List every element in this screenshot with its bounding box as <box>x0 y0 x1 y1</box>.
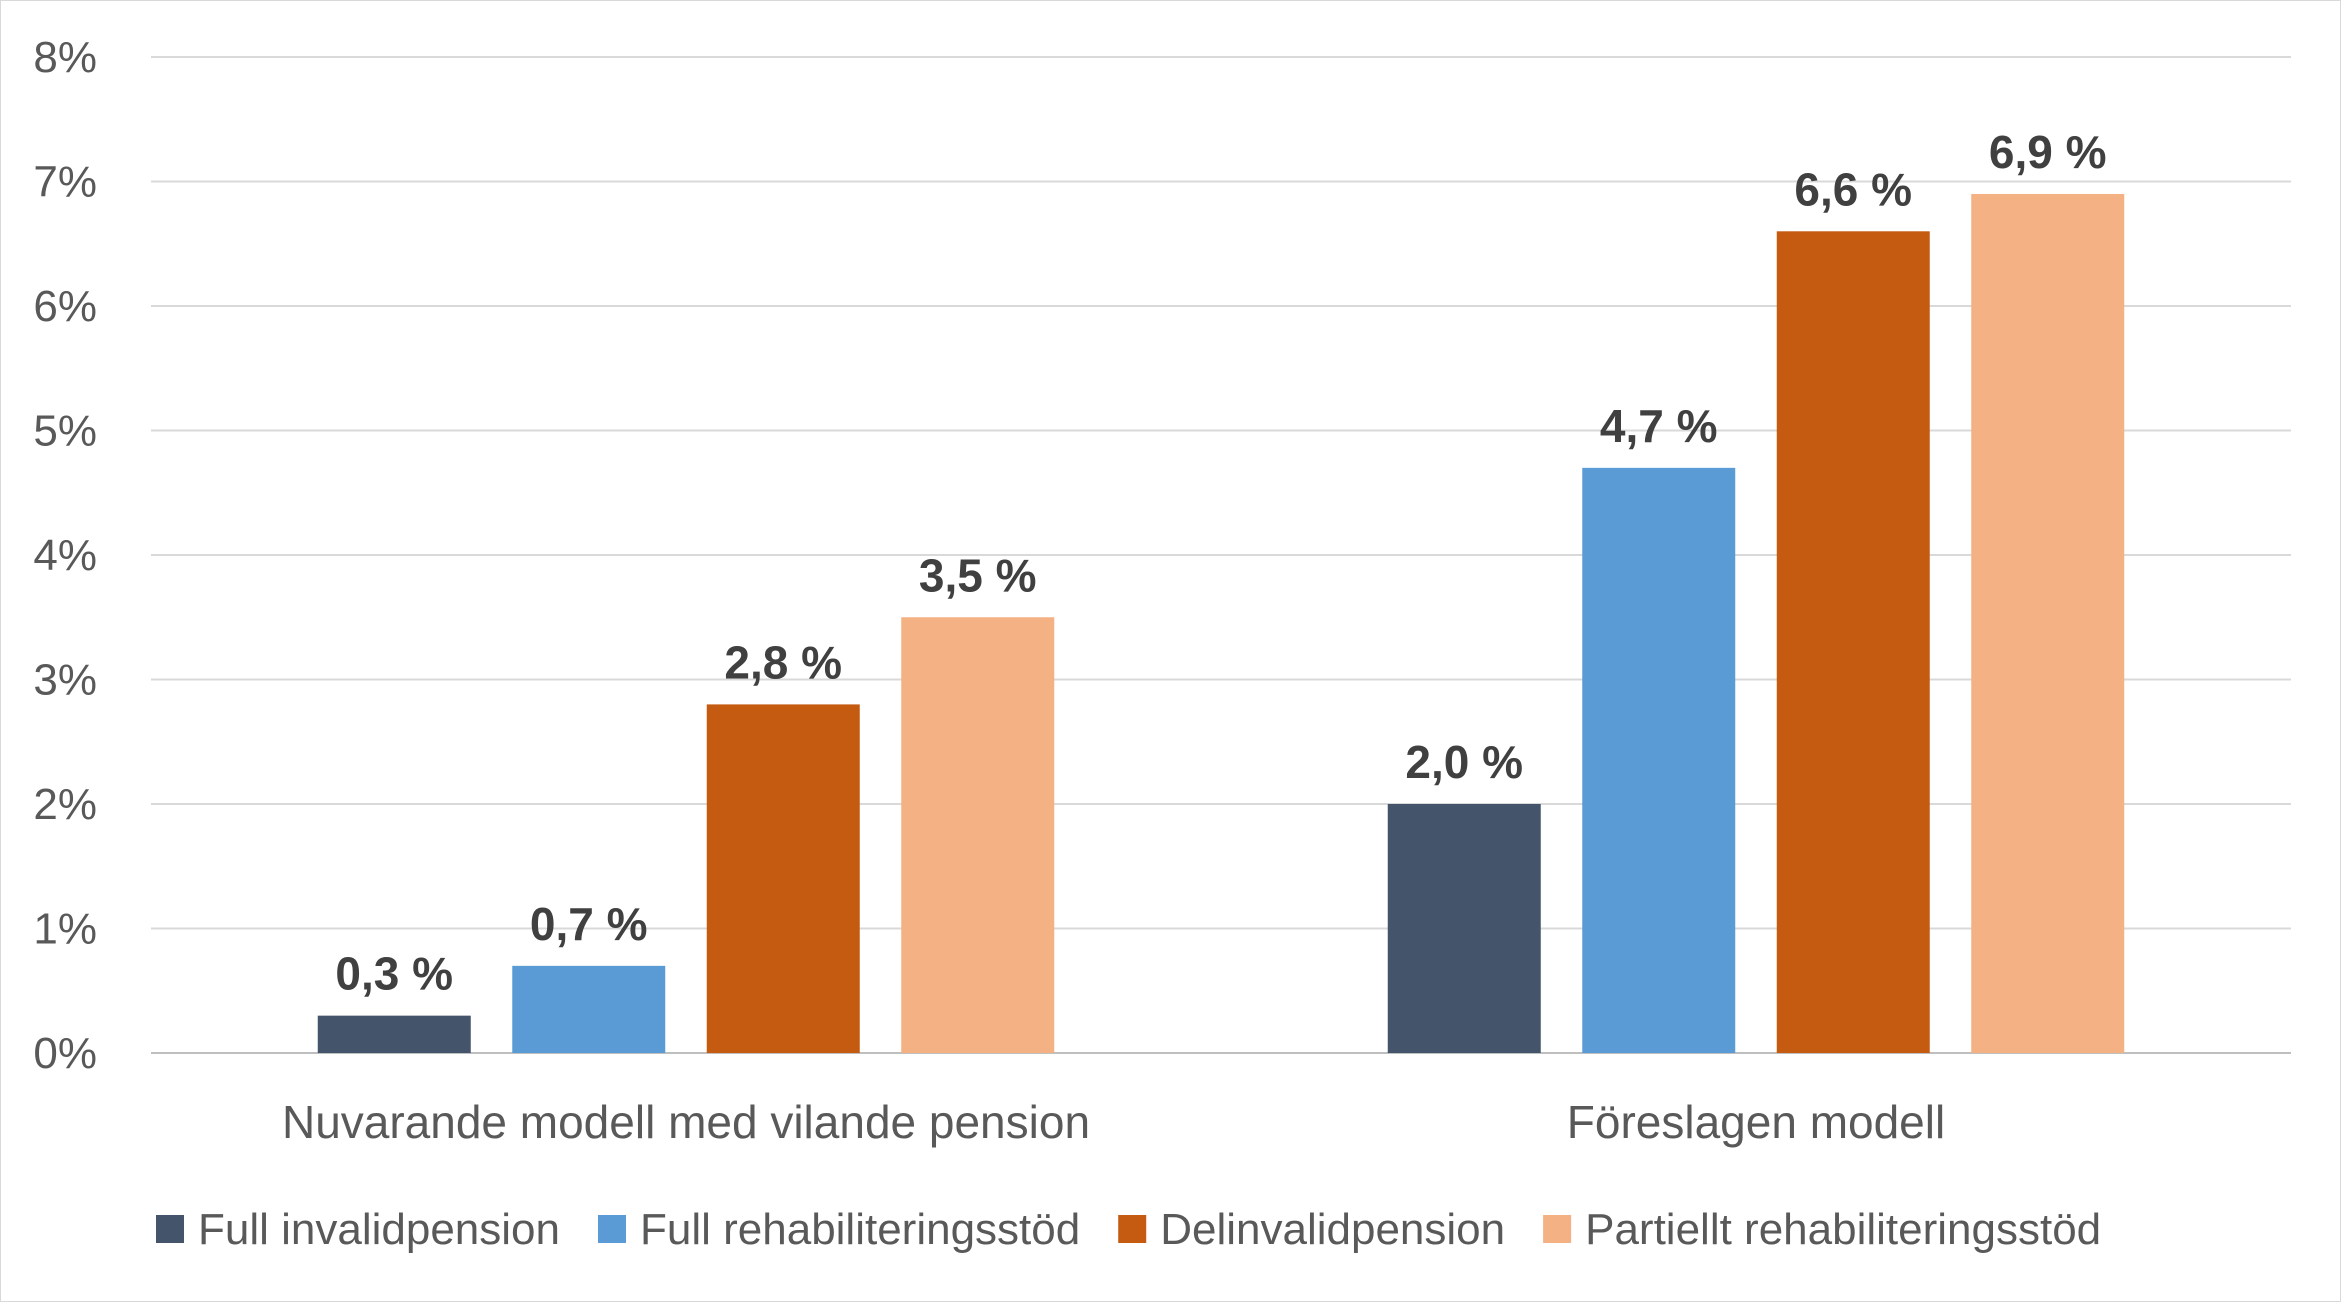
y-axis-ticks: 0% 1% 2% 3% 4% 5% 6% 7% 8% <box>33 33 97 1078</box>
legend-label: Delinvalidpension <box>1160 1205 1505 1254</box>
bar <box>1582 467 1736 1054</box>
legend-item: Delinvalidpension <box>1118 1205 1505 1254</box>
bar <box>1776 231 1930 1054</box>
legend-label: Partiellt rehabiliteringsstöd <box>1585 1205 2101 1254</box>
y-tick-label: 8% <box>33 33 97 82</box>
y-tick-label: 5% <box>33 407 97 456</box>
data-label: 6,6 % <box>1794 163 1912 215</box>
legend-swatch <box>1118 1215 1147 1243</box>
bar <box>317 1015 471 1053</box>
bar <box>512 965 666 1053</box>
bar <box>1971 193 2125 1053</box>
bar <box>1387 804 1541 1053</box>
bar <box>901 617 1055 1053</box>
legend-item: Full invalidpension <box>156 1205 560 1254</box>
data-label: 2,0 % <box>1405 736 1523 788</box>
x-category-label: Nuvarande modell med vilande pension <box>282 1096 1090 1148</box>
y-tick-label: 3% <box>33 656 97 705</box>
legend-swatch <box>598 1215 626 1243</box>
legend-label: Full invalidpension <box>198 1205 560 1254</box>
legend-swatch <box>1543 1215 1572 1243</box>
legend-swatch <box>156 1215 184 1243</box>
data-label: 0,7 % <box>530 898 648 950</box>
data-labels: 0,3 % 0,7 % 2,8 % 3,5 % 2,0 % 4,7 % 6,6 % 6,9 % <box>335 126 2106 1000</box>
gridlines <box>151 56 2291 1054</box>
legend-label: Full rehabiliteringsstöd <box>640 1205 1080 1254</box>
bars <box>317 193 2125 1054</box>
y-tick-label: 4% <box>33 531 97 580</box>
data-label: 6,9 % <box>1989 126 2107 178</box>
bar <box>706 704 860 1053</box>
y-tick-label: 6% <box>33 282 97 331</box>
legend-item: Full rehabiliteringsstöd <box>598 1205 1080 1254</box>
x-axis-categories: Nuvarande modell med vilande pension Före… <box>282 1096 1945 1148</box>
y-tick-label: 0% <box>33 1029 97 1078</box>
data-label: 2,8 % <box>724 636 842 688</box>
y-tick-label: 7% <box>33 158 97 207</box>
data-label: 4,7 % <box>1600 400 1718 452</box>
data-label: 3,5 % <box>919 549 1037 601</box>
y-tick-label: 1% <box>33 905 97 954</box>
legend-item: Partiellt rehabiliteringsstöd <box>1543 1205 2101 1254</box>
data-label: 0,3 % <box>335 948 453 1000</box>
legend: Full invalidpension Full rehabiliteringss… <box>156 1205 2101 1254</box>
x-category-label: Föreslagen modell <box>1567 1096 1945 1148</box>
y-tick-label: 2% <box>33 780 97 829</box>
